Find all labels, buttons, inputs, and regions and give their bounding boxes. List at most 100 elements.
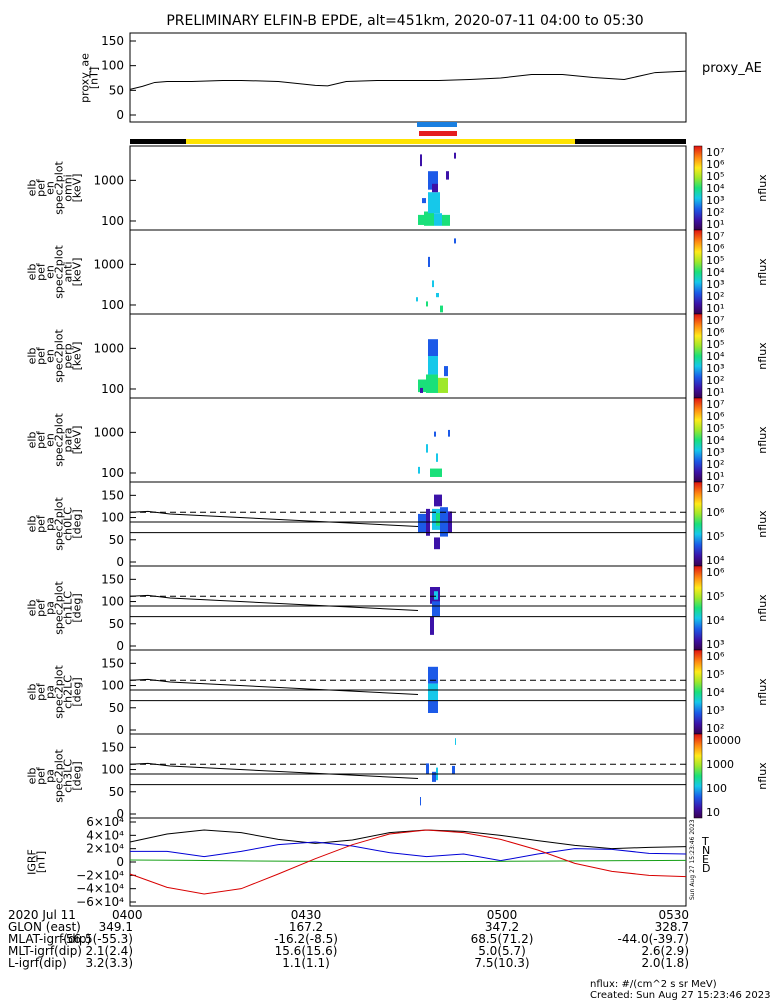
flux-cell [436, 293, 439, 298]
panel-ytick-label: 100 [101, 214, 124, 228]
footer-table: 2020 Jul 11 0400 0430 0500 0530 GLON (east) 34… [8, 908, 689, 970]
flux-cell [440, 305, 443, 313]
colorbar-tick-label: 10⁴ [706, 434, 725, 447]
flux-cell [444, 366, 448, 377]
panel-ytick-label: 150 [101, 572, 124, 586]
flux-cell [432, 280, 434, 288]
flux-cell [430, 468, 442, 477]
panel-frame [129, 397, 687, 483]
igrf-ytick-label: −2×10⁴ [76, 868, 124, 882]
mode-bar-black-right [575, 139, 686, 144]
colorbar-tick-label: 10⁶ [706, 650, 725, 663]
panel-frame [129, 229, 687, 315]
panel-frame [129, 733, 687, 819]
proxy-ae-ytick-label: 0 [116, 108, 124, 122]
panel-ytick-label: 0 [116, 807, 124, 821]
panel-ylabel-line: elb [26, 180, 39, 197]
colorbar-tick-label: 10000 [706, 734, 741, 747]
proxy-ae-ytick-label: 100 [101, 59, 124, 73]
footer-cell: 0500 [487, 908, 518, 922]
igrf-ylabel-line: IGRF [26, 849, 39, 875]
colorbar [693, 313, 703, 399]
panel-ylabel-line: spec2plot [53, 581, 66, 635]
footer-cell: 0530 [658, 908, 689, 922]
flux-cell [418, 379, 426, 393]
proxy-ae-legend: proxy_AE [702, 61, 762, 76]
panel-ylabel-line: elb [26, 684, 39, 701]
colorbar-tick-label: 10⁷ [706, 482, 724, 495]
panel-en_anti: 1000100elbpefenspec2plotanti[keV]10⁷10⁶1… [26, 229, 769, 315]
panel-ylabel-line: pa [44, 517, 57, 531]
panel-ytick-label: 100 [101, 466, 124, 480]
footer-cell: 328.7 [655, 920, 689, 934]
panel-ytick-label: 100 [101, 679, 124, 693]
igrf-ytick-label: −4×10⁴ [76, 882, 124, 896]
colorbar-tick-label: 10¹ [706, 302, 724, 315]
local-loss-cone-line [129, 510, 419, 527]
flux-cell [428, 354, 438, 375]
flux-cell [426, 763, 429, 774]
colorbar-tick-label: 10⁶ [706, 158, 725, 171]
colorbar-label: nflux [756, 426, 769, 454]
colorbar-tick-label: 10² [706, 458, 724, 471]
flux-cell [428, 171, 438, 190]
igrf-legend-N: N [702, 844, 710, 857]
colorbar-label: nflux [756, 678, 769, 706]
proxy-ae-ylabel-line: proxy_ae [79, 53, 92, 103]
panel-ylabel-line: para [62, 428, 75, 453]
colorbar-tick-label: 10⁴ [706, 182, 725, 195]
colorbar-label: nflux [756, 762, 769, 790]
colorbar-tick-label: 10 [706, 806, 720, 819]
panel-ylabel-line: [keV] [71, 342, 84, 371]
created-stamp: Created: Sun Aug 27 15:23:46 2023 [590, 990, 770, 1000]
colorbar-tick-label: 10⁵ [706, 170, 724, 183]
panel-ylabel-line: ch0LC [62, 507, 75, 541]
panel-ylabel-line: pef [35, 682, 48, 701]
proxy-ae-ylabel-line: [nT] [88, 67, 101, 89]
igrf-series-T [129, 829, 687, 850]
panel-ylabel-line: elb [26, 516, 39, 533]
panel-ytick-label: 100 [101, 382, 124, 396]
panel-ylabel-line: spec2plot [53, 413, 66, 467]
colorbar-tick-label: 10² [706, 290, 724, 303]
panel-ylabel-line: [keV] [71, 174, 84, 203]
panel-ytick-label: 150 [101, 740, 124, 754]
igrf-side-note: Sun Aug 27 15:23:46 2023 [689, 819, 696, 900]
colorbar-tick-label: 10⁷ [706, 146, 724, 159]
colorbar-tick-label: 10³ [706, 362, 724, 375]
flux-cell [428, 339, 438, 356]
flux-cell [428, 683, 438, 701]
colorbar-tick-label: 10⁶ [706, 566, 725, 579]
panel-ytick-label: 150 [101, 488, 124, 502]
proxy-ae-ytick-label: 150 [101, 34, 124, 48]
colorbar-tick-label: 10⁶ [706, 506, 725, 519]
panel-ylabel-line: ch2LC [62, 675, 75, 709]
panel-ylabel-line: pef [35, 514, 48, 533]
footer-cell: 167.2 [289, 920, 323, 934]
panel-frame [129, 649, 687, 735]
mode-bar-black-left [130, 139, 186, 144]
proxy-ae-ticks: 150 100 50 0 [101, 34, 136, 122]
colorbar [693, 397, 703, 483]
panel-ylabel-line: omni [62, 174, 75, 201]
footer-cell: 2020 Jul 11 [8, 908, 76, 922]
panel-ylabel-line: pef [35, 598, 48, 617]
colorbar-tick-label: 10⁵ [706, 338, 724, 351]
panel-ytick-label: 50 [109, 701, 124, 715]
colorbar-tick-label: 10⁵ [706, 254, 724, 267]
colorbar-tick-label: 10⁴ [706, 614, 725, 627]
colorbar-tick-label: 10⁷ [706, 398, 724, 411]
flux-cell [454, 152, 456, 159]
colorbar-label: nflux [756, 342, 769, 370]
footer-cell: 68.5(71.2) [471, 932, 534, 946]
panel-ylabel-line: perp [62, 343, 75, 368]
colorbar-tick-label: 10⁷ [706, 230, 724, 243]
panel-ylabel-line: pa [44, 685, 57, 699]
panel-ylabel-line: [deg] [71, 761, 84, 790]
unit-note: nflux: #/(cm^2 s sr MeV) [590, 979, 717, 990]
igrf-ylabel-line: [nT] [35, 851, 48, 873]
colorbar-tick-label: 10⁴ [706, 350, 725, 363]
